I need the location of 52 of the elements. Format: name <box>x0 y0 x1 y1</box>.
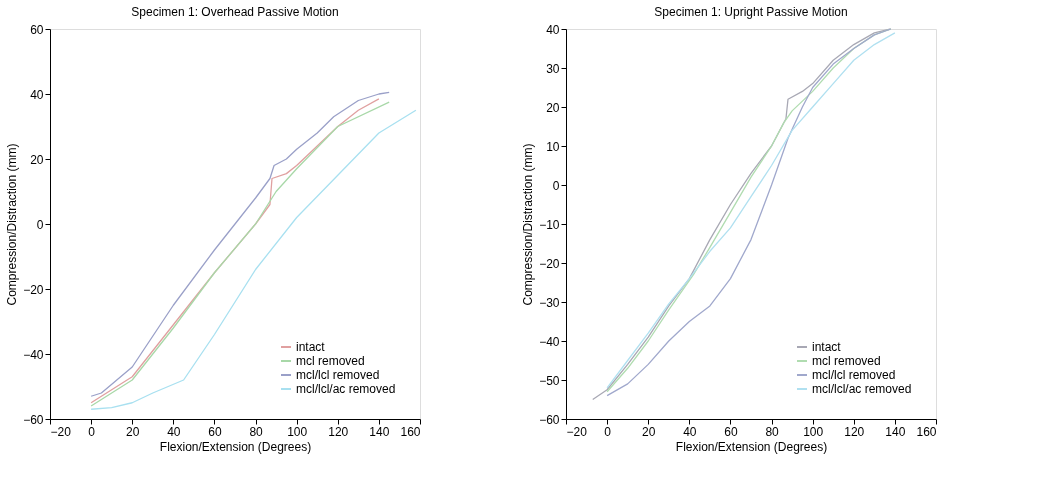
y-tick-label: −20 <box>539 256 560 271</box>
x-tick-label: 160 <box>916 424 937 439</box>
x-tick-label: 120 <box>328 424 349 439</box>
legend-label: mcl removed <box>296 354 365 368</box>
x-tick-label: −20 <box>50 424 72 439</box>
x-axis-title: Flexion/Extension (Degrees) <box>159 439 312 454</box>
x-tick-label: 20 <box>126 424 140 439</box>
y-tick-label: −20 <box>23 282 44 297</box>
legend-label: mcl/lcl removed <box>296 368 380 382</box>
chart-title: Specimen 1: Overhead Passive Motion <box>131 5 339 19</box>
y-tick-label: 20 <box>546 100 560 115</box>
x-tick-label: 140 <box>369 424 390 439</box>
x-tick-label: 60 <box>208 424 222 439</box>
legend-label: mcl/lcl/ac removed <box>296 382 396 396</box>
y-tick-label: 20 <box>30 152 44 167</box>
x-tick-label: 160 <box>400 424 421 439</box>
x-tick-label: 60 <box>724 424 738 439</box>
y-tick-label: 60 <box>30 22 44 37</box>
chart-title: Specimen 1: Upright Passive Motion <box>654 5 848 19</box>
x-tick-label: −20 <box>566 424 588 439</box>
x-tick-label: 0 <box>88 424 96 439</box>
y-tick-label: −10 <box>539 217 560 232</box>
legend-label: mcl/lcl/ac removed <box>812 382 912 396</box>
x-tick-label: 120 <box>844 424 865 439</box>
y-tick-label: 40 <box>546 22 560 37</box>
x-axis-title: Flexion/Extension (Degrees) <box>675 439 828 454</box>
y-axis-title: Compression/Distraction (mm) <box>521 143 536 306</box>
y-tick-label: −60 <box>23 412 44 427</box>
y-tick-label: 10 <box>546 139 560 154</box>
x-tick-label: 0 <box>604 424 612 439</box>
x-tick-label: 100 <box>287 424 308 439</box>
y-tick-label: −30 <box>539 295 560 310</box>
y-tick-label: −60 <box>539 412 560 427</box>
legend-label: intact <box>296 340 326 354</box>
legend-label: mcl/lcl removed <box>812 368 896 382</box>
x-tick-label: 100 <box>803 424 824 439</box>
legend-label: intact <box>812 340 842 354</box>
x-tick-label: 80 <box>765 424 780 439</box>
x-tick-label: 140 <box>885 424 906 439</box>
y-tick-label: 0 <box>36 217 44 232</box>
y-axis-title: Compression/Distraction (mm) <box>5 143 20 306</box>
y-tick-label: 30 <box>546 61 560 76</box>
x-tick-label: 80 <box>249 424 264 439</box>
y-tick-label: 0 <box>552 178 560 193</box>
y-tick-label: 40 <box>30 87 44 102</box>
x-tick-label: 40 <box>683 424 697 439</box>
x-tick-label: 20 <box>642 424 656 439</box>
y-tick-label: −50 <box>539 373 560 388</box>
legend-label: mcl removed <box>812 354 881 368</box>
x-tick-label: 40 <box>167 424 181 439</box>
y-tick-label: −40 <box>23 347 44 362</box>
y-tick-label: −40 <box>539 334 560 349</box>
